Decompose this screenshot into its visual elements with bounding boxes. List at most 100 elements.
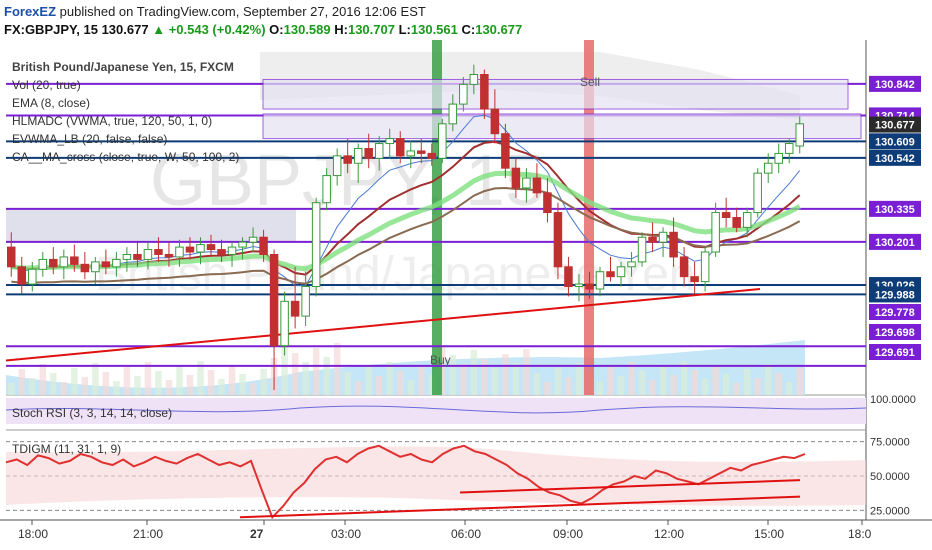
open-label: O: <box>269 22 284 37</box>
candle <box>679 247 689 287</box>
volume-bar <box>18 369 26 395</box>
candle <box>564 256 573 297</box>
chart-title[interactable]: British Pound/Japanese Yen, 15, FXCM <box>12 60 234 74</box>
volume-bar <box>796 368 803 395</box>
candle-body <box>448 103 458 125</box>
volume-bar <box>281 344 288 395</box>
volume-bar <box>365 367 372 395</box>
volume-bar <box>565 377 572 395</box>
volume-bar <box>218 379 225 395</box>
price-tag-box <box>869 286 921 303</box>
candle-body <box>721 212 731 218</box>
low-label: L: <box>398 22 411 37</box>
price-tag-box <box>869 133 921 150</box>
price-tag-label: 129.778 <box>875 307 915 319</box>
volume-bar <box>249 383 257 395</box>
price-tag: 129.698 <box>869 324 921 340</box>
price-tag: 129.988 <box>869 286 921 303</box>
volume-bar <box>628 362 635 395</box>
volume-bar <box>144 362 152 395</box>
price-tag-box <box>869 149 921 166</box>
volume-bar <box>396 371 404 395</box>
candle-body <box>753 172 762 214</box>
legend-stoch-rsi[interactable]: Stoch RSI (3, 3, 14, 14, close) <box>12 406 173 420</box>
candle <box>322 168 331 211</box>
pane-tick-label: 75.0000 <box>870 437 910 449</box>
volume-bar <box>60 382 68 395</box>
candle-body <box>469 74 479 85</box>
volume-bar <box>460 364 467 395</box>
close-value: 130.677 <box>475 22 523 37</box>
up-arrow-icon: ▲ <box>152 22 166 37</box>
candle-body <box>280 300 289 347</box>
price-tag-box <box>869 75 921 92</box>
candle <box>133 242 142 267</box>
pane-tick-label: 100.0000 <box>870 394 916 406</box>
high-value: 130.707 <box>347 22 395 37</box>
candle-body <box>80 263 90 273</box>
publisher-brand[interactable]: ForexEZ <box>4 4 57 19</box>
legend-ma-cross[interactable]: CA__MA_cross (close, true, W, 50, 100, 2… <box>12 150 240 164</box>
price-tag-box <box>869 116 921 133</box>
candles[interactable] <box>7 64 804 391</box>
candle <box>574 274 584 302</box>
candle-body <box>322 175 331 204</box>
candle-body <box>332 155 342 177</box>
candle-body <box>206 244 216 251</box>
candle <box>70 244 79 272</box>
sell-signal-label: Sell <box>580 75 600 89</box>
candle <box>280 291 289 356</box>
legend-ema[interactable]: EMA (8, close) <box>12 96 91 110</box>
candle-body <box>154 249 163 255</box>
legend-evwma[interactable]: EVWMA_LB (20, false, false) <box>12 132 168 146</box>
legend-volume[interactable]: Vol (20, true) <box>12 78 81 92</box>
candle <box>438 118 447 164</box>
legend-hlmadc[interactable]: HLMADC (VWMA, true, 120, 50, 1, 0) <box>12 114 213 128</box>
volume-bar <box>754 378 761 395</box>
price-tag-box <box>869 200 921 217</box>
price-tag-label: 130.609 <box>875 136 915 148</box>
candle-body <box>374 143 384 159</box>
candle-body <box>543 192 552 214</box>
candle <box>248 227 258 253</box>
ma-cross-line <box>11 186 801 285</box>
candle <box>763 153 773 183</box>
volume-bar <box>439 346 446 395</box>
candle <box>532 163 542 198</box>
candle-body <box>269 253 279 347</box>
candle-body <box>101 261 111 268</box>
volume-bar <box>575 363 583 395</box>
candle <box>217 239 226 262</box>
legend-tdigm[interactable]: TDIGM (11, 31, 1, 9) <box>12 442 122 456</box>
ema-line <box>11 114 801 287</box>
candle <box>28 261 37 292</box>
candle <box>143 242 153 270</box>
trend-line <box>5 287 761 362</box>
candle <box>585 271 594 299</box>
candle <box>448 94 458 132</box>
candle <box>742 207 752 238</box>
price-tag: 130.335 <box>869 200 921 217</box>
volume-bar <box>302 362 309 395</box>
candle-body <box>248 236 258 243</box>
candle <box>784 138 794 164</box>
volume-bar <box>312 348 320 395</box>
volume-bar <box>134 376 141 395</box>
candle-body <box>480 74 489 110</box>
candle <box>637 232 647 267</box>
candle <box>427 143 437 166</box>
candle <box>343 138 352 174</box>
price-tag-label: 130.335 <box>875 204 915 216</box>
volume-bar <box>491 368 499 395</box>
price-tag: 130.677 <box>869 116 921 133</box>
candle <box>711 202 720 257</box>
price-tag-label: 130.677 <box>875 120 915 132</box>
candle <box>616 261 626 287</box>
volume-bar <box>418 366 425 395</box>
volume-bar <box>39 364 47 395</box>
candle-body <box>343 155 352 164</box>
candle-body <box>574 283 584 288</box>
candle <box>122 247 132 272</box>
candle <box>17 256 27 294</box>
